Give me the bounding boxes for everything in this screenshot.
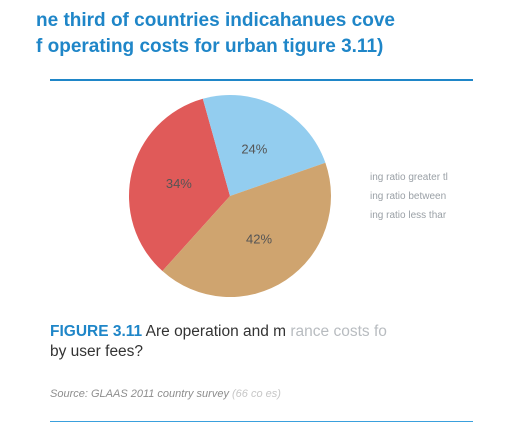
caption-line-2: by user fees? [50,343,144,360]
figure-caption: FIGURE 3.11 Are operation and m rance co… [50,322,480,362]
figure-number: FIGURE 3.11 [50,323,143,340]
slice-label-blue: 24% [241,141,267,156]
caption-text-faint: rance costs fo [286,323,387,340]
legend-item-between: ing ratio between [370,191,447,202]
source-count: (66 co es) [228,388,281,400]
pie-slice-tan [162,162,331,297]
slice-label-tan: 42% [246,232,272,247]
bottom-rule [50,421,473,422]
legend-item-greater: ing ratio greater tl [370,172,448,183]
legend: ing ratio greater tl ing ratio between i… [370,168,478,225]
legend-item-less: ing ratio less thar [370,210,447,221]
headline: ne third of countries indicahanues cove … [36,8,506,60]
headline-line-2: f operating costs for urban tigure 3.11) [36,36,384,57]
pie-slice-red [129,98,230,272]
headline-line-1: ne third of countries indicahanues cove [36,10,395,31]
source-text: Source: GLAAS 2011 country survey [50,388,229,400]
pie-slice-blue [202,95,326,196]
slice-label-red: 34% [166,176,192,191]
top-rule [50,79,473,81]
source-note: Source: GLAAS 2011 country survey (66 co… [50,388,281,400]
caption-text: Are operation and m [142,323,287,340]
